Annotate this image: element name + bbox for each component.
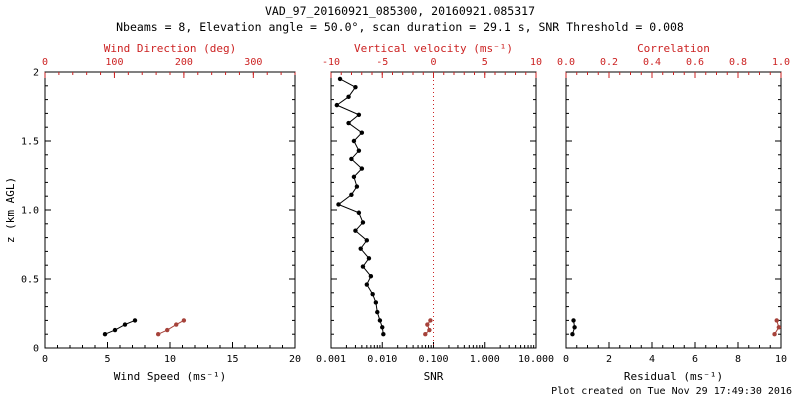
chart-text: 5 <box>104 354 110 365</box>
chart-text: 6 <box>692 354 698 365</box>
chart-text: 10 <box>775 354 787 365</box>
plot-box <box>565 71 782 349</box>
chart-text: 0 <box>42 354 48 365</box>
series-vertical-velocity <box>423 318 433 337</box>
chart-text: 0.001 <box>316 354 346 365</box>
chart-text: 1.0 <box>21 206 39 217</box>
chart-text: Wind Direction (deg) <box>104 42 236 55</box>
chart-text: -10 <box>322 57 340 68</box>
chart-text: Correlation <box>637 42 710 55</box>
plot-box <box>330 71 537 349</box>
chart-text: 0.5 <box>21 275 39 286</box>
chart-text: 0.4 <box>643 57 661 68</box>
chart-text: 10 <box>530 57 542 68</box>
chart-text: 300 <box>244 57 262 68</box>
chart-text: 10 <box>164 354 176 365</box>
chart-text: 15 <box>226 354 238 365</box>
chart-text: 20 <box>289 354 301 365</box>
panel-snr: 0.001 0.010 0.100 1.000 10.000 -10 -5 0 5 10 SNR Ve… <box>316 42 554 383</box>
chart-text: 0.010 <box>367 354 397 365</box>
series-correlation <box>772 318 782 337</box>
plot-title: VAD_97_20160921_085300, 20160921.085317 <box>264 4 536 18</box>
chart-text: 0 <box>42 57 48 68</box>
chart-text: 1.0 <box>772 57 790 68</box>
chart-text: 0.2 <box>600 57 618 68</box>
panel-residual: 0 2 4 6 8 10 0.0 0.2 0.4 0.6 0.8 1.0 Residual (ms⁻¹)… <box>557 42 790 383</box>
chart-text: 0.0 <box>557 57 575 68</box>
chart-text: 1.5 <box>21 137 39 148</box>
chart-text: 10.000 <box>518 354 554 365</box>
chart-text: 100 <box>105 57 123 68</box>
chart-text: 0.100 <box>418 354 448 365</box>
chart-text: 2 <box>33 68 39 79</box>
series-wind-direction <box>155 318 187 337</box>
chart-text: z (km AGL) <box>4 177 17 243</box>
chart-text: 0.8 <box>729 57 747 68</box>
plot-created-timestamp: Plot created on Tue Nov 29 17:49:30 2016 <box>551 386 792 397</box>
chart-text: 0 <box>33 344 39 355</box>
chart-text: Residual (ms⁻¹) <box>624 370 723 383</box>
series-wind-speed <box>102 318 138 337</box>
chart-text: 0.6 <box>686 57 704 68</box>
chart-text: 5 <box>482 57 488 68</box>
chart-text: 0 <box>430 57 436 68</box>
chart-text: Wind Speed (ms⁻¹) <box>114 370 227 383</box>
chart-text: 8 <box>735 354 741 365</box>
chart-text: 200 <box>175 57 193 68</box>
chart-text: SNR <box>424 370 444 383</box>
chart-text: 4 <box>649 354 655 365</box>
chart-text: 1.000 <box>470 354 500 365</box>
plot-box <box>44 71 296 349</box>
chart-text: 2 <box>606 354 612 365</box>
series-residual <box>570 318 577 337</box>
chart-text: -5 <box>376 57 388 68</box>
chart-text: 0 <box>563 354 569 365</box>
series-snr-profile <box>334 76 386 337</box>
plot-subtitle: Nbeams = 8, Elevation angle = 50.0°, sca… <box>116 20 684 34</box>
chart-text: Vertical velocity (ms⁻¹) <box>354 42 513 55</box>
